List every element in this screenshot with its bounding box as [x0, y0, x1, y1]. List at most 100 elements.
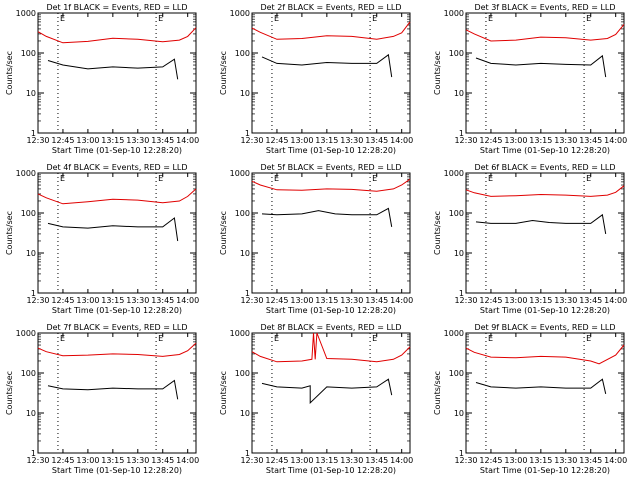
x-tick-label: 13:45	[579, 136, 602, 145]
event-marker-label: E	[60, 174, 65, 183]
x-axis-label: Start Time (01-Sep-10 12:28:20)	[52, 466, 182, 475]
chart-title: Det 5f BLACK = Events, RED = LLD	[260, 163, 401, 172]
y-tick-label: 1000	[16, 169, 36, 178]
x-tick-label: 12:45	[265, 456, 288, 465]
y-tick-label: 10	[240, 249, 250, 258]
y-axis-label: Counts/sec	[5, 211, 14, 255]
x-axis-label: Start Time (01-Sep-10 12:28:20)	[480, 146, 610, 155]
y-axis-label: Counts/sec	[433, 371, 442, 415]
event-marker-label: E	[488, 14, 493, 23]
y-axis-label: Counts/sec	[433, 51, 442, 95]
x-tick-label: 13:00	[504, 136, 527, 145]
y-tick-label: 1000	[444, 9, 464, 18]
lld-series-line	[37, 342, 197, 357]
x-tick-label: 13:30	[340, 456, 363, 465]
y-tick-label: 100	[235, 209, 250, 218]
y-tick-label: 1000	[230, 169, 250, 178]
events-series-line	[47, 217, 179, 242]
x-tick-label: 13:45	[579, 296, 602, 305]
y-tick-label: 1	[31, 129, 36, 138]
x-tick-label: 13:15	[101, 296, 124, 305]
chart-title: Det 4f BLACK = Events, RED = LLD	[46, 163, 187, 172]
x-tick-label: 13:15	[101, 136, 124, 145]
plot-frame	[37, 172, 197, 294]
event-marker-label: E	[372, 174, 377, 183]
x-tick-label: 13:45	[365, 456, 388, 465]
y-axis-label: Counts/sec	[219, 371, 228, 415]
y-tick-label: 1000	[230, 329, 250, 338]
chart-title: Det 6f BLACK = Events, RED = LLD	[474, 163, 615, 172]
x-tick-label: 13:30	[554, 296, 577, 305]
y-axis-label: Counts/sec	[433, 211, 442, 255]
x-tick-label: 14:00	[604, 456, 627, 465]
y-tick-label: 10	[26, 89, 36, 98]
x-tick-label: 12:30	[240, 456, 263, 465]
x-tick-label: 13:30	[126, 296, 149, 305]
y-tick-label: 100	[449, 369, 464, 378]
plot-frame	[37, 12, 197, 134]
x-tick-label: 13:00	[504, 296, 527, 305]
event-marker-label: E	[60, 14, 65, 23]
y-tick-label: 1	[459, 129, 464, 138]
x-tick-label: 14:00	[176, 136, 199, 145]
y-tick-label: 1	[459, 289, 464, 298]
y-tick-label: 1000	[16, 9, 36, 18]
lld-series-line	[37, 27, 197, 44]
x-tick-label: 13:15	[315, 296, 338, 305]
x-tick-label: 14:00	[176, 296, 199, 305]
x-axis-label: Start Time (01-Sep-10 12:28:20)	[52, 146, 182, 155]
x-tick-label: 13:15	[101, 456, 124, 465]
x-tick-label: 13:00	[76, 296, 99, 305]
x-tick-label: 13:30	[340, 136, 363, 145]
x-tick-label: 13:45	[151, 136, 174, 145]
plot-frame	[37, 332, 197, 454]
chart-title: Det 9f BLACK = Events, RED = LLD	[474, 323, 615, 332]
plot-frame	[465, 332, 625, 454]
x-tick-label: 12:45	[479, 456, 502, 465]
events-series-line	[47, 58, 179, 80]
x-tick-label: 13:45	[579, 456, 602, 465]
event-marker-label: E	[274, 174, 279, 183]
y-tick-label: 100	[449, 209, 464, 218]
x-tick-label: 12:30	[26, 136, 49, 145]
x-tick-label: 13:30	[554, 136, 577, 145]
y-axis-label: Counts/sec	[219, 211, 228, 255]
events-series-line	[261, 207, 393, 227]
y-tick-label: 100	[449, 49, 464, 58]
y-tick-label: 10	[26, 249, 36, 258]
x-tick-label: 13:30	[126, 456, 149, 465]
y-axis-label: Counts/sec	[5, 371, 14, 415]
x-tick-label: 12:45	[265, 136, 288, 145]
lld-series-line	[251, 21, 411, 40]
lld-series-line	[465, 185, 625, 197]
y-tick-label: 10	[240, 409, 250, 418]
y-tick-label: 100	[21, 49, 36, 58]
x-tick-label: 13:00	[76, 456, 99, 465]
lld-series-line	[465, 344, 625, 365]
events-series-line	[47, 379, 179, 400]
x-tick-label: 13:15	[315, 136, 338, 145]
events-series-line	[261, 378, 393, 404]
chart-title: Det 1f BLACK = Events, RED = LLD	[46, 3, 187, 12]
x-tick-label: 13:30	[554, 456, 577, 465]
y-tick-label: 1	[245, 449, 250, 458]
x-tick-label: 12:30	[26, 456, 49, 465]
x-tick-label: 13:45	[365, 296, 388, 305]
chart-title: Det 7f BLACK = Events, RED = LLD	[46, 323, 187, 332]
plot-frame	[465, 172, 625, 294]
x-axis-label: Start Time (01-Sep-10 12:28:20)	[266, 146, 396, 155]
event-marker-label: E	[372, 14, 377, 23]
y-tick-label: 1	[245, 129, 250, 138]
x-tick-label: 13:15	[529, 456, 552, 465]
x-tick-label: 13:00	[290, 456, 313, 465]
event-marker-label: E	[274, 334, 279, 343]
x-tick-label: 12:30	[240, 296, 263, 305]
x-tick-label: 14:00	[390, 296, 413, 305]
y-tick-label: 10	[454, 89, 464, 98]
y-tick-label: 1	[245, 289, 250, 298]
